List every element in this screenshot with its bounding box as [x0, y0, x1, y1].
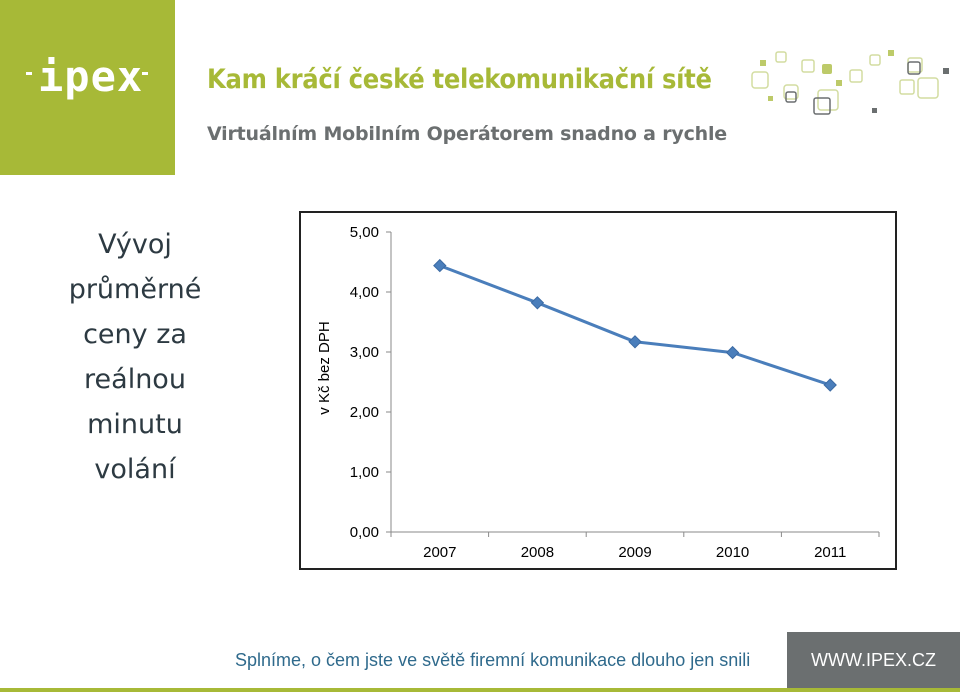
logo-dot-left [26, 72, 32, 75]
page-title: Kam kráčí české telekomunikační sítě [207, 64, 712, 95]
x-tick-label: 2009 [618, 544, 651, 561]
logo-panel: ipex [0, 0, 175, 175]
decorative-squares [751, 50, 949, 115]
y-tick-label: 3,00 [350, 344, 379, 361]
x-tick-label: 2008 [521, 544, 554, 561]
y-tick-label: 4,00 [350, 284, 379, 301]
page-subtitle: Virtuálním Mobilním Operátorem snadno a … [207, 123, 727, 145]
chart-canvas: 0,00 1,00 2,00 3,00 4,00 5,00 v Kč bez DPH 2007… [316, 224, 880, 561]
logo: ipex [38, 52, 144, 101]
x-tick-label: 2007 [423, 544, 456, 561]
data-point [530, 296, 545, 310]
y-axis-label: v Kč bez DPH [316, 321, 333, 414]
footer-slogan: Splníme, o čem jste ve světě firemní kom… [235, 650, 751, 670]
data-point [433, 258, 447, 273]
y-tick-label: 0,00 [350, 524, 379, 541]
line-chart: 0,00 1,00 2,00 3,00 4,00 5,00 v Kč bez DPH 2007… [299, 211, 897, 570]
y-tick-label: 1,00 [350, 464, 379, 481]
heading-line: Vývoj [98, 229, 172, 260]
heading-line: minutu [87, 409, 183, 440]
data-point [823, 378, 837, 392]
heading-line: průměrné [68, 274, 202, 305]
footer-divider [0, 688, 960, 692]
data-point [628, 335, 642, 349]
heading-line: reálnou [84, 364, 186, 395]
heading-line: volání [94, 454, 176, 485]
logo-dot-right [142, 72, 148, 75]
heading-line: ceny za [83, 319, 187, 350]
x-tick-label: 2011 [814, 544, 846, 561]
series-line [439, 264, 831, 387]
chart-heading: Vývoj průměrné ceny za reálnou minutu vo… [30, 222, 240, 492]
y-tick-label: 5,00 [350, 224, 379, 241]
data-point [725, 345, 740, 360]
x-tick-label: 2010 [716, 544, 749, 561]
y-tick-label: 2,00 [350, 404, 379, 421]
website-link[interactable]: WWW.IPEX.CZ [787, 632, 960, 688]
